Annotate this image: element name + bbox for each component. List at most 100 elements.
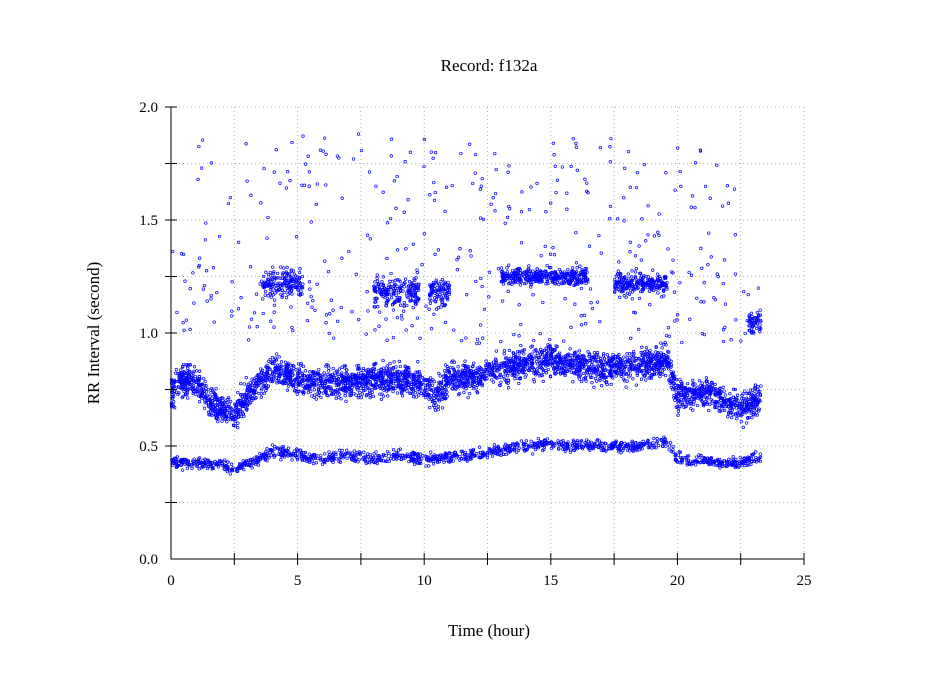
data-point [174,371,178,375]
data-point [551,349,555,353]
data-point [668,381,672,385]
data-point [634,358,638,363]
data-point [277,355,281,359]
data-point [325,393,329,398]
data-point [192,365,197,369]
data-point [242,467,246,472]
data-point [673,398,677,402]
data-point [273,363,277,367]
data-point [298,267,302,271]
data-point [644,378,648,382]
data-point [331,366,335,371]
data-point [609,382,613,387]
data-point [652,436,656,441]
data-point [368,395,372,400]
data-point [684,396,688,400]
data-point [172,400,176,404]
data-point [651,353,656,358]
data-point [294,382,298,386]
data-point [655,437,659,441]
data-point [741,425,745,429]
data-point [561,357,566,361]
data-point [675,392,680,396]
data-point [664,444,668,448]
data-point [438,374,442,378]
data-point [394,365,398,369]
data-point [429,450,433,454]
data-point [494,349,499,353]
data-point [183,375,187,380]
data-point [639,350,643,355]
data-point [197,467,201,471]
data-point [188,363,193,367]
data-point [392,374,396,379]
data-point [644,364,648,368]
data-point [635,373,640,377]
data-point [246,386,250,390]
data-point [660,346,664,350]
data-point [463,359,467,363]
data-point [694,455,699,459]
data-point [236,421,240,425]
data-point [717,389,722,393]
data-point [622,377,626,382]
data-point [269,295,273,299]
data-point [260,370,264,374]
data-point [354,382,358,387]
data-point [182,362,186,367]
data-point [691,378,695,383]
data-point [280,381,284,385]
data-point [746,416,750,420]
data-point [471,364,475,368]
data-point [474,386,478,390]
data-point [485,370,489,374]
data-points [169,132,763,476]
data-point [645,356,650,360]
data-point [203,400,207,404]
data-point [179,368,183,372]
data-point [258,451,262,456]
data-point [175,385,179,390]
data-point [549,362,553,366]
data-point [275,381,279,385]
data-point [443,363,448,367]
data-point [535,369,540,374]
data-point [202,406,207,410]
data-point [603,375,608,380]
data-point [470,365,475,369]
data-point [660,363,665,367]
data-point [714,388,718,392]
data-point [489,370,494,374]
data-point [689,406,693,411]
data-point [297,270,302,275]
data-point [668,441,673,445]
data-point [643,360,647,365]
data-point [754,450,758,454]
data-point [330,378,335,382]
data-point [743,398,748,402]
data-point [595,369,599,374]
data-point [541,349,545,353]
data-point [592,351,597,355]
data-point [619,451,623,455]
data-point [268,357,273,362]
data-point [262,391,266,396]
data-point [228,472,232,476]
data-point [709,398,713,402]
data-point [454,379,458,383]
data-point [484,359,488,363]
data-point [553,348,557,353]
data-point [661,372,665,376]
data-point [326,372,330,377]
data-point [570,360,574,364]
data-point [430,383,435,387]
data-point [624,385,628,389]
data-point [541,370,545,374]
data-point [467,391,472,396]
data-point [236,426,240,430]
data-point [648,375,652,380]
data-point [648,352,652,356]
data-point [571,380,575,384]
data-point [544,364,548,368]
data-point [645,354,649,358]
